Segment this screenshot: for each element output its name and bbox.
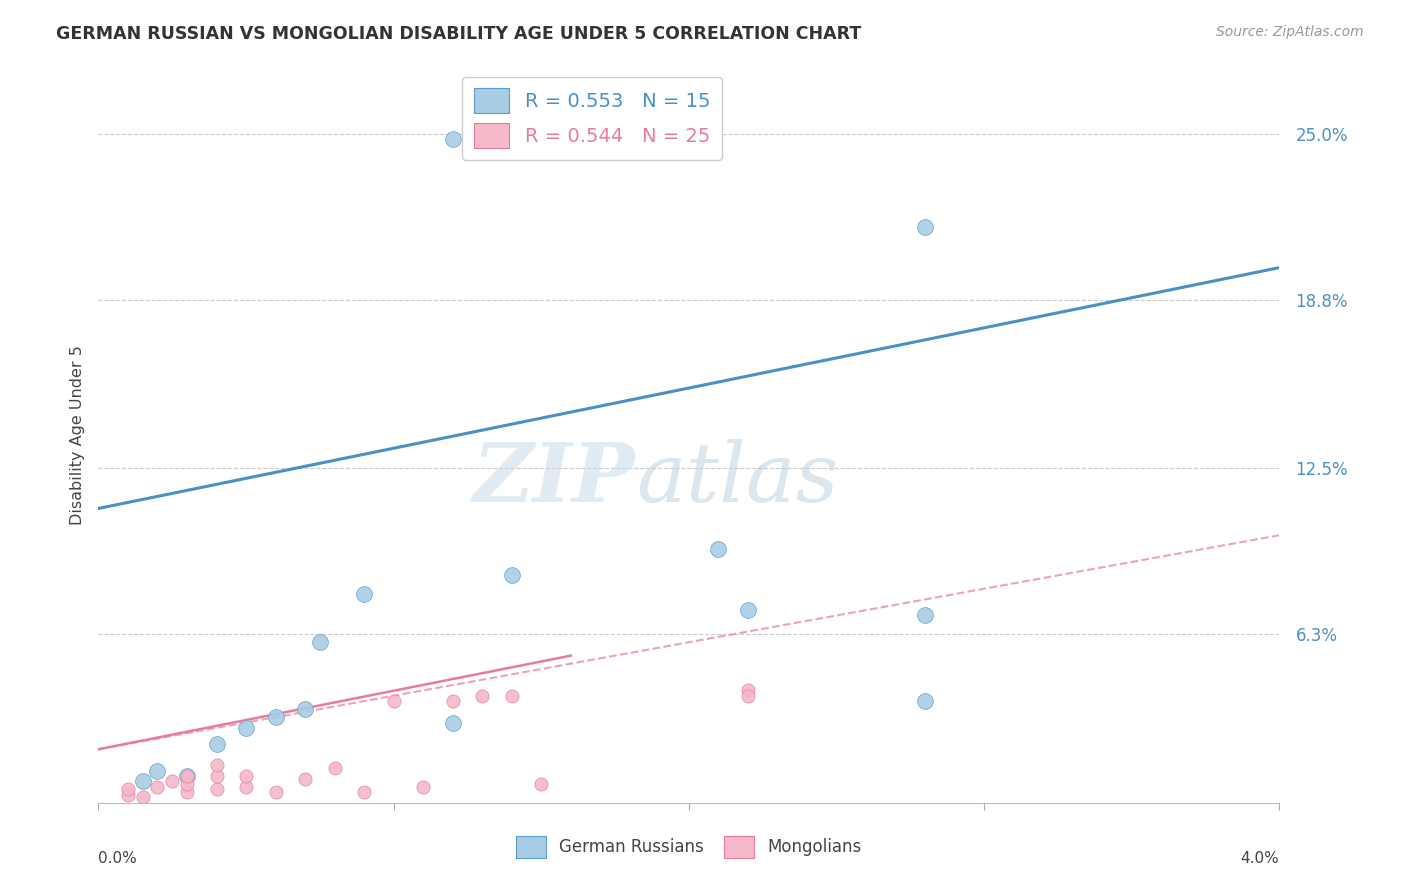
Point <box>914 694 936 708</box>
Point <box>441 715 464 730</box>
Point <box>441 694 464 708</box>
Point <box>914 608 936 623</box>
Point <box>264 710 287 724</box>
Point <box>501 568 523 582</box>
Text: ZIP: ZIP <box>474 439 636 519</box>
Text: 4.0%: 4.0% <box>1240 851 1279 866</box>
Point <box>264 785 287 799</box>
Point <box>737 689 759 703</box>
Text: GERMAN RUSSIAN VS MONGOLIAN DISABILITY AGE UNDER 5 CORRELATION CHART: GERMAN RUSSIAN VS MONGOLIAN DISABILITY A… <box>56 25 862 43</box>
Point <box>205 737 228 751</box>
Point <box>353 785 375 799</box>
Point <box>176 769 198 783</box>
Text: atlas: atlas <box>636 439 838 519</box>
Point <box>309 635 332 649</box>
Text: Source: ZipAtlas.com: Source: ZipAtlas.com <box>1216 25 1364 39</box>
Point <box>441 132 464 146</box>
Point <box>176 785 198 799</box>
Point <box>382 694 405 708</box>
Point <box>235 769 257 783</box>
Point <box>205 769 228 783</box>
Point <box>132 774 155 789</box>
Point <box>235 721 257 735</box>
Point <box>205 782 228 797</box>
Point <box>132 790 155 805</box>
Y-axis label: Disability Age Under 5: Disability Age Under 5 <box>69 345 84 524</box>
Point <box>162 774 183 789</box>
Point <box>205 758 228 772</box>
Point <box>737 683 759 698</box>
Point <box>412 780 434 794</box>
Point <box>146 764 169 778</box>
Point <box>176 769 198 783</box>
Point <box>530 777 553 791</box>
Point <box>294 772 316 786</box>
Text: 0.0%: 0.0% <box>98 851 138 866</box>
Point <box>176 777 198 791</box>
Point <box>471 689 494 703</box>
Legend: German Russians, Mongolians: German Russians, Mongolians <box>509 830 869 864</box>
Point <box>737 603 759 617</box>
Point <box>353 587 375 601</box>
Point <box>501 689 523 703</box>
Point <box>914 220 936 235</box>
Point <box>117 788 139 802</box>
Point <box>707 541 730 556</box>
Point <box>235 780 257 794</box>
Point <box>294 702 316 716</box>
Point <box>146 780 169 794</box>
Point <box>117 782 139 797</box>
Point <box>323 761 346 775</box>
